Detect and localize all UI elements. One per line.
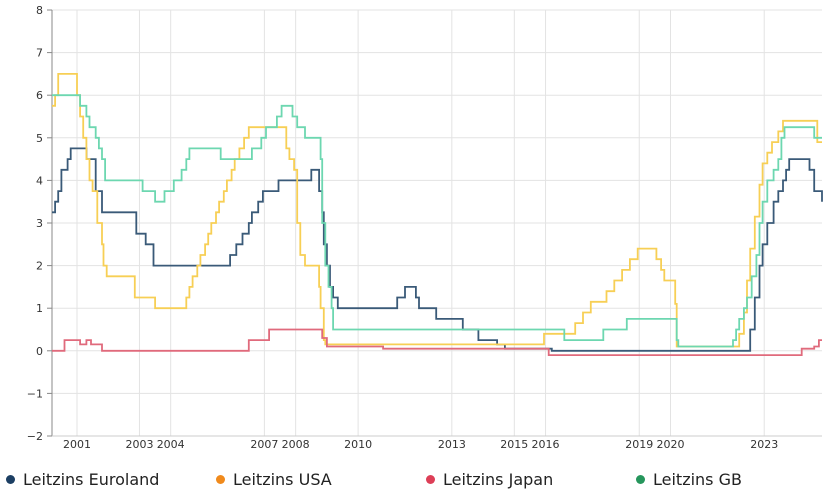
legend-item[interactable]: Leitzins Euroland xyxy=(6,470,159,489)
legend-dot-icon xyxy=(426,475,435,484)
plot-area: −2 −1 0 1 2 3 4 5 6 7 8 2001 2003 2004 2007 2008 2010 201… xyxy=(27,4,823,451)
y-tick-label: 3 xyxy=(36,217,43,230)
legend-item[interactable]: Leitzins Japan xyxy=(426,470,553,489)
legend-item[interactable]: Leitzins GB xyxy=(636,470,742,489)
legend-label: Leitzins GB xyxy=(653,470,742,489)
y-tick-label: 5 xyxy=(36,132,43,145)
legend-item[interactable]: Leitzins USA xyxy=(216,470,332,489)
y-tick-label: 1 xyxy=(36,302,43,315)
x-tick-label: 2019 xyxy=(625,438,653,451)
series-line-leitzins-japan xyxy=(52,328,822,356)
x-tick-label: 2016 xyxy=(532,438,560,451)
x-tick-label: 2004 xyxy=(157,438,185,451)
y-tick-label: 0 xyxy=(36,345,43,358)
series-line-leitzins-euroland xyxy=(52,147,823,352)
legend-dot-icon xyxy=(6,475,15,484)
x-tick-label: 2003 xyxy=(125,438,153,451)
legend-label: Leitzins USA xyxy=(233,470,332,489)
legend-dot-icon xyxy=(636,475,645,484)
x-tick-label: 2023 xyxy=(750,438,778,451)
y-tick-label: 4 xyxy=(36,174,43,187)
y-tick-label: −2 xyxy=(27,430,43,443)
x-tick-label: 2013 xyxy=(438,438,466,451)
legend-label: Leitzins Euroland xyxy=(23,470,160,489)
y-tick-label: 6 xyxy=(36,89,43,102)
x-tick-label: 2015 xyxy=(500,438,528,451)
x-tick-label: 2020 xyxy=(656,438,684,451)
y-tick-label: 2 xyxy=(36,260,43,273)
y-tick-label: −1 xyxy=(27,387,43,400)
y-tick-label: 8 xyxy=(36,4,43,17)
x-tick-label: 2010 xyxy=(344,438,372,451)
legend-label: Leitzins Japan xyxy=(443,470,554,489)
x-tick-label: 2007 xyxy=(250,438,278,451)
y-tick-label: 7 xyxy=(36,47,43,60)
series-line-leitzins-usa xyxy=(52,73,822,348)
x-tick-label: 2008 xyxy=(282,438,310,451)
legend: Leitzins Euroland Leitzins USA Leitzins Ja… xyxy=(0,470,828,492)
x-tick-label: 2001 xyxy=(63,438,91,451)
series-line-leitzins-gb xyxy=(52,94,822,348)
legend-dot-icon xyxy=(216,475,225,484)
